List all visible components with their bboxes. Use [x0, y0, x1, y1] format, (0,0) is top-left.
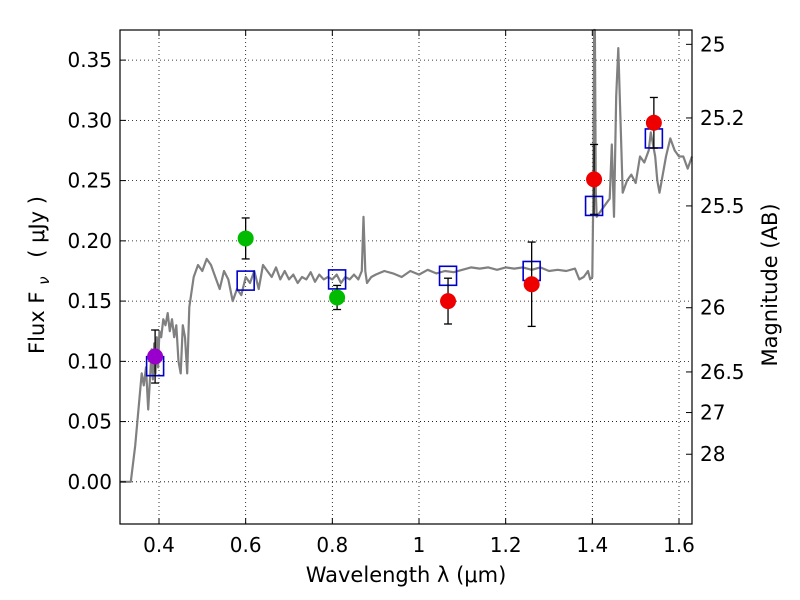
y-axis-title-unit: ( μJy ) — [25, 196, 49, 258]
y-tick-label: 0.10 — [67, 349, 112, 373]
y-tick-label: 0.35 — [67, 48, 112, 72]
y-tick-label: 0.20 — [67, 229, 112, 253]
y-tick-label: 0.15 — [67, 289, 112, 313]
observed-point — [586, 171, 603, 188]
x-tick-label: 0.8 — [316, 533, 348, 557]
plot-frame — [119, 29, 693, 525]
y-tick-label: 0.05 — [67, 410, 112, 434]
spectrum-layer — [120, 28, 694, 483]
y-axis-title-sub: ν — [35, 276, 53, 284]
y-tick-label: 0.30 — [67, 108, 112, 132]
observed-point — [523, 276, 540, 293]
marker-layer — [145, 96, 664, 384]
right-tick-label: 25.5 — [700, 194, 745, 218]
x-axis-title: Wavelength λ (μm) — [306, 563, 507, 587]
right-tick-label: 26 — [700, 296, 725, 320]
observed-point — [147, 348, 164, 365]
right-tick-label: 27 — [700, 401, 725, 425]
x-tick-label: 1.4 — [576, 533, 608, 557]
y-axis-title-left: Flux F ν ( μJy ) — [25, 196, 54, 354]
x-tick-label: 0.4 — [143, 533, 175, 557]
y-axis-title-right: Magnitude (AB) — [758, 203, 782, 366]
y-axis-title-main: Flux F — [25, 292, 49, 354]
right-tick-label: 25.2 — [700, 106, 745, 130]
observed-point — [440, 293, 457, 310]
x-tick-label: 1 — [413, 533, 426, 557]
x-tick-label: 1.2 — [490, 533, 522, 557]
model-spectrum-line — [120, 28, 694, 483]
observed-point — [237, 230, 254, 247]
right-tick-label: 26.5 — [700, 360, 745, 384]
x-tick-label: 0.6 — [230, 533, 262, 557]
observed-point — [329, 289, 346, 306]
tick-layer: 0.4 0.6 0.8 1 1.2 1.4 1.6 0.00 0.05 0.10 0.15 0.20 0… — [67, 30, 745, 557]
right-tick-label: 28 — [700, 442, 725, 466]
x-tick-label: 1.6 — [663, 533, 695, 557]
model-photometry-square — [236, 270, 255, 291]
svg-text:Flux F ν ( μJy ): Flux F ν ( μJy ) — [25, 196, 54, 354]
right-tick-label: 25 — [700, 32, 725, 56]
observed-point — [645, 114, 662, 131]
y-tick-label: 0.25 — [67, 169, 112, 193]
y-tick-label: 0.00 — [67, 470, 112, 494]
